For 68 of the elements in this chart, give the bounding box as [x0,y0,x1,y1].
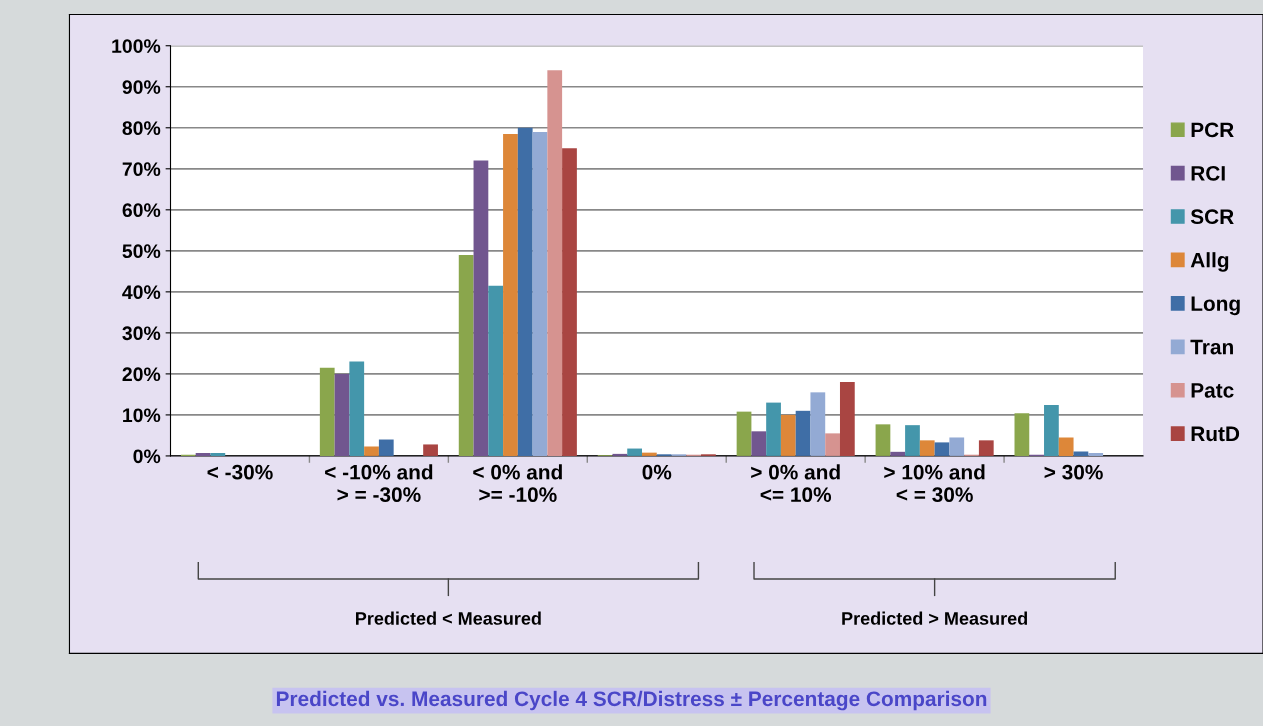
bar [780,414,796,456]
y-tick-label: 20% [122,367,161,382]
bar [949,437,965,456]
x-tick-label: > 30% [1044,464,1103,480]
bar [751,431,767,456]
y-tick-label: 30% [122,326,161,341]
legend-label: PCR [1191,122,1234,138]
y-tick-label: 90% [122,80,161,94]
bar [473,160,489,456]
bar [795,410,811,456]
bar [934,442,950,456]
x-tick-label: < -10% and > = -30% [325,464,433,503]
bar [875,424,891,456]
bar [978,440,994,456]
bar [210,453,226,456]
bar [839,382,855,456]
legend-label: SCR [1190,209,1234,225]
bar [547,70,563,456]
legend-label: Patc [1191,383,1234,398]
x-tick-label: 0% [642,464,672,480]
legend-label: Tran [1190,339,1233,355]
bar [503,133,518,456]
bar [627,448,642,456]
bar [919,440,935,456]
y-tick-label: 70% [122,162,161,177]
text: Predicted vs. Measured Cycle 4 SCR/Distress ± Percentage Comparison [276,690,987,711]
bar [612,453,628,456]
bar [1073,451,1089,456]
legend-label: Allg [1190,252,1229,272]
bar [195,453,211,456]
bar [517,127,533,456]
bar [736,411,752,456]
y-tick-label: 80% [122,121,161,136]
bar [532,131,548,456]
y-tick-label: 10% [123,408,161,423]
legend-label: RutD [1191,426,1240,442]
bar [364,446,379,456]
bar [458,254,474,456]
x-tick-label: < 0% and >= -10% [473,464,562,502]
x-tick-label: > 0% and <= 10% [751,464,840,502]
y-tick-label: 100% [112,39,161,53]
bar [423,444,438,456]
y-tick-label: 60% [122,203,161,218]
bar [905,425,920,456]
bar [1058,437,1074,456]
x-tick-label: > 10% and < = 30% [884,464,985,503]
bar [349,361,365,456]
y-tick-label: 50% [122,244,161,259]
bar [766,402,781,456]
bar [890,451,906,456]
bar [488,285,504,456]
bar [810,392,826,456]
bar [378,439,394,456]
text: Predicted < Measured [356,611,541,625]
text: Predicted > Measured [842,611,1028,625]
bar [825,433,840,456]
x-tick-label: < -30% [207,464,273,480]
bar [562,148,577,456]
y-tick-label: 0% [133,449,161,464]
y-tick-label: 40% [122,285,161,300]
legend-label: Long [1191,296,1240,316]
bar [1088,453,1104,456]
bar [1044,405,1059,456]
bar [319,367,335,456]
bar [334,373,350,456]
bar [642,452,657,456]
bar [1014,413,1030,456]
legend-label: RCI [1191,165,1225,181]
